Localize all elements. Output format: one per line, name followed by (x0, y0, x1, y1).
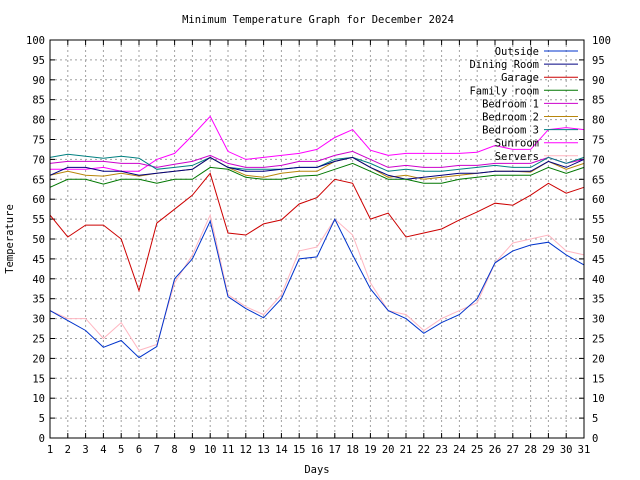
x-tick-label: 10 (204, 444, 217, 456)
x-tick-label: 5 (118, 444, 124, 456)
grid (50, 40, 584, 438)
legend-label: Dining Room (469, 59, 539, 71)
x-tick-label: 14 (275, 444, 288, 456)
y-tick-label-right: 30 (592, 314, 605, 326)
x-axis: 1 2 3 4 5 6 7 8 9 10 11 12 13 14 15 16 17 18 19 20 21 22 23 24 2… (47, 40, 590, 456)
y-tick-label-right: 60 (592, 194, 605, 206)
x-tick-label: 29 (542, 444, 555, 456)
y-tick-label-right: 10 (592, 393, 605, 405)
series-line-family-room (49, 162, 585, 188)
legend-label: Bedroom 3 (482, 125, 539, 137)
x-tick-label: 30 (560, 444, 573, 456)
x-tick-label: 8 (171, 444, 177, 456)
y-tick-label-right: 90 (592, 75, 605, 87)
series-line-outside (49, 217, 585, 359)
y-tick-label-right: 35 (592, 294, 605, 306)
y-tick-label-right: 80 (592, 115, 605, 127)
x-tick-label: 15 (293, 444, 306, 456)
y-tick-label-left: 85 (32, 95, 45, 107)
legend-label: Outside (495, 46, 539, 58)
y-tick-label-left: 65 (32, 174, 45, 186)
y-tick-label-right: 100 (592, 35, 611, 47)
x-tick-label: 19 (364, 444, 377, 456)
x-tick-label: 21 (400, 444, 413, 456)
y-tick-label-right: 40 (592, 274, 605, 286)
y-tick-label-right: 70 (592, 154, 605, 166)
y-tick-label-right: 25 (592, 334, 605, 346)
legend-label: Garage (501, 72, 539, 84)
x-tick-label: 3 (82, 444, 88, 456)
x-tick-label: 9 (189, 444, 195, 456)
x-tick-label: 12 (239, 444, 252, 456)
x-tick-label: 22 (417, 444, 430, 456)
x-tick-label: 26 (489, 444, 502, 456)
x-tick-label: 23 (435, 444, 448, 456)
y-tick-label-left: 30 (32, 314, 45, 326)
series-line-bedroom-1 (49, 150, 585, 168)
x-tick-label: 25 (471, 444, 484, 456)
x-tick-label: 1 (47, 444, 53, 456)
legend-label: Sunroom (495, 138, 539, 150)
y-tick-label-left: 40 (32, 274, 45, 286)
y-tick-label-left: 80 (32, 115, 45, 127)
y-tick-label-right: 85 (592, 95, 605, 107)
x-axis-label: Days (304, 464, 329, 476)
y-tick-label-right: 45 (592, 254, 605, 266)
y-tick-label-left: 35 (32, 294, 45, 306)
y-tick-label-right: 95 (592, 55, 605, 67)
x-tick-label: 27 (506, 444, 519, 456)
series-layer (49, 115, 585, 359)
y-tick-label-left: 0 (39, 433, 45, 445)
y-tick-label-left: 75 (32, 135, 45, 147)
y-tick-label-right: 20 (592, 353, 605, 365)
y-tick-label-left: 45 (32, 254, 45, 266)
plot-frame (49, 39, 585, 439)
y-tick-label-left: 15 (32, 373, 45, 385)
x-tick-label: 6 (136, 444, 142, 456)
y-axis-label: Temperature (4, 204, 16, 274)
y-tick-label-right: 0 (592, 433, 598, 445)
y-axis-left: 0 5 10 15 20 25 30 35 40 45 50 55 60 65 70 75 80 85 90 95 10… (26, 35, 55, 445)
x-tick-label: 16 (311, 444, 324, 456)
y-tick-label-left: 5 (39, 413, 45, 425)
y-tick-label-right: 65 (592, 174, 605, 186)
legend-label: Family room (469, 85, 539, 97)
y-tick-label-left: 95 (32, 55, 45, 67)
y-tick-label-left: 55 (32, 214, 45, 226)
y-tick-label-left: 50 (32, 234, 45, 246)
legend-label: Bedroom 2 (482, 112, 539, 124)
y-tick-label-right: 5 (592, 413, 598, 425)
y-tick-label-left: 25 (32, 334, 45, 346)
y-tick-label-right: 15 (592, 373, 605, 385)
series-line-sunroom (50, 115, 585, 172)
y-tick-label-left: 100 (26, 35, 45, 47)
chart-title: Minimum Temperature Graph for December 2… (182, 14, 454, 26)
series-line-garage (49, 172, 585, 293)
x-tick-label: 2 (65, 444, 71, 456)
x-tick-label: 11 (222, 444, 235, 456)
y-tick-label-left: 90 (32, 75, 45, 87)
x-tick-label: 24 (453, 444, 466, 456)
x-tick-label: 4 (100, 444, 106, 456)
y-tick-label-left: 10 (32, 393, 45, 405)
x-tick-label: 31 (578, 444, 591, 456)
legend-label: Bedroom 1 (482, 98, 539, 110)
x-tick-label: 20 (382, 444, 395, 456)
y-tick-label-right: 50 (592, 234, 605, 246)
x-tick-label: 7 (154, 444, 160, 456)
y-tick-label-left: 20 (32, 353, 45, 365)
x-tick-label: 28 (524, 444, 537, 456)
legend-label: Servers (495, 151, 539, 163)
x-tick-label: 18 (346, 444, 359, 456)
y-tick-label-right: 75 (592, 135, 605, 147)
y-tick-label-left: 60 (32, 194, 45, 206)
series-line-dining-room (49, 156, 585, 180)
x-tick-label: 17 (328, 444, 341, 456)
y-axis-right: 0 5 10 15 20 25 30 35 40 45 50 55 60 65 70 75 80 85 90 95 10… (579, 35, 611, 445)
y-tick-label-left: 70 (32, 154, 45, 166)
x-tick-label: 13 (257, 444, 270, 456)
y-tick-label-right: 55 (592, 214, 605, 226)
